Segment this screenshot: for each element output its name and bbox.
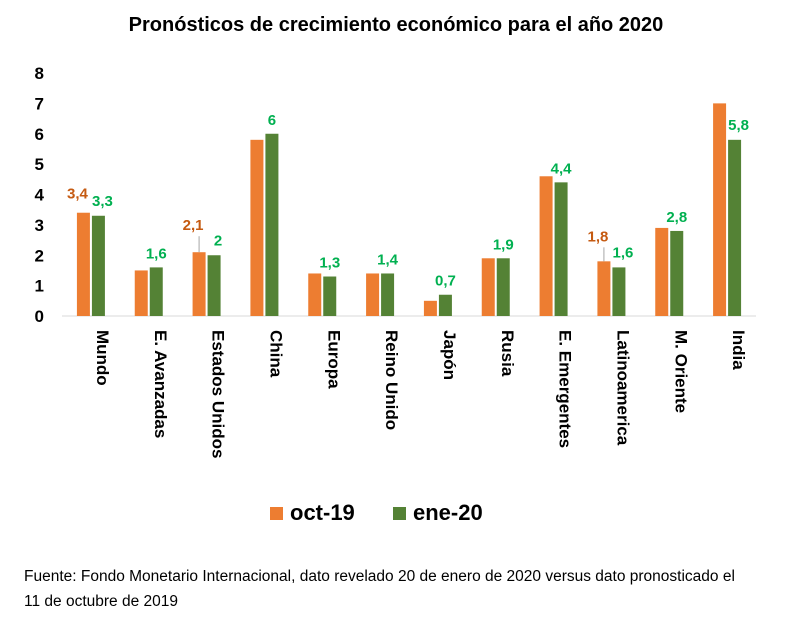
legend: oct-19 ene-20 [270, 500, 483, 525]
y-tick-label: 6 [35, 125, 44, 144]
data-label: 4,4 [551, 160, 573, 177]
y-tick-label: 4 [35, 186, 45, 205]
x-tick-label: Estados Unidos [209, 330, 228, 458]
y-tick-label: 8 [35, 64, 44, 83]
bar-ene-20-india [728, 139, 742, 316]
source-note: Fuente: Fondo Monetario Internacional, d… [24, 568, 735, 610]
data-label: 0,7 [435, 273, 456, 290]
x-tick-label: Rusia [498, 330, 517, 377]
bar-ene-20-china [265, 133, 279, 316]
x-tick-label: M. Oriente [671, 330, 690, 413]
x-tick-label: E. Emergentes [556, 330, 575, 448]
legend-swatch-oct-19 [270, 507, 283, 520]
bar-oct-19-rusia [481, 258, 495, 316]
bar-ene-20-rusia [496, 258, 510, 316]
bar-oct-19-e-emergentes [539, 176, 553, 316]
bar-ene-20-e-emergentes [554, 182, 568, 316]
y-tick-label: 3 [35, 216, 44, 235]
x-tick-label: Reino Unido [382, 330, 401, 430]
bar-oct-19-e-avanzadas [134, 270, 148, 316]
y-tick-label: 1 [35, 277, 44, 296]
bar-oct-19-m-oriente [655, 227, 669, 316]
bar-ene-20-latinoamerica [612, 267, 626, 316]
bar-oct-19-jap-n [423, 300, 437, 316]
bar-oct-19-europa [308, 273, 322, 316]
legend-label-ene-20: ene-20 [413, 500, 483, 525]
data-label: 5,8 [728, 117, 749, 134]
x-tick-label: Mundo [93, 330, 112, 386]
bar-ene-20-reino-unido [381, 273, 395, 316]
x-tick-label: India [729, 330, 748, 370]
x-tick-label: Japón [440, 330, 459, 380]
bar-oct-19-reino-unido [366, 273, 380, 316]
y-tick-label: 2 [35, 246, 44, 265]
data-label: 1,4 [377, 251, 399, 268]
data-label: 2,1 [183, 217, 204, 234]
bar-ene-20-mundo [91, 215, 105, 316]
legend-label-oct-19: oct-19 [290, 500, 355, 525]
bar-oct-19-mundo [76, 212, 90, 316]
data-label: 1,3 [319, 255, 340, 272]
data-label: 2 [214, 232, 222, 249]
data-label: 6 [268, 112, 276, 129]
bar-ene-20-jap-n [438, 294, 452, 316]
legend-swatch-ene-20 [393, 507, 406, 520]
data-label: 1,8 [587, 228, 608, 245]
y-tick-label: 7 [35, 94, 44, 113]
x-tick-label: China [266, 330, 285, 378]
x-tick-labels: Mundo E. Avanzadas Estados Unidos China Euro… [93, 330, 748, 458]
data-label: 1,6 [612, 244, 633, 261]
y-tick-label: 5 [35, 155, 44, 174]
bar-ene-20-m-oriente [670, 230, 684, 316]
y-tick-label: 0 [35, 307, 44, 326]
bar-ene-20-e-avanzadas [149, 267, 163, 316]
axes: 0 1 2 3 4 5 6 7 8 [35, 64, 756, 326]
bar-oct-19-latinoamerica [597, 261, 611, 316]
data-label: 1,6 [146, 245, 167, 262]
bar-oct-19-estados-unidos [192, 252, 206, 316]
chart-title: Pronósticos de crecimiento económico par… [129, 14, 664, 36]
x-tick-label: Latinoamerica [613, 330, 632, 446]
data-label: 1,9 [493, 236, 514, 253]
data-label: 3,3 [92, 193, 113, 210]
x-tick-label: E. Avanzadas [151, 330, 170, 438]
bar-ene-20-estados-unidos [207, 255, 221, 316]
bar-oct-19-china [250, 139, 264, 316]
bar-ene-20-europa [323, 276, 337, 316]
data-label: 3,4 [67, 186, 89, 203]
bar-oct-19-india [713, 103, 727, 316]
x-tick-label: Europa [324, 330, 343, 389]
data-label: 2,8 [666, 209, 687, 226]
bars [76, 103, 742, 316]
